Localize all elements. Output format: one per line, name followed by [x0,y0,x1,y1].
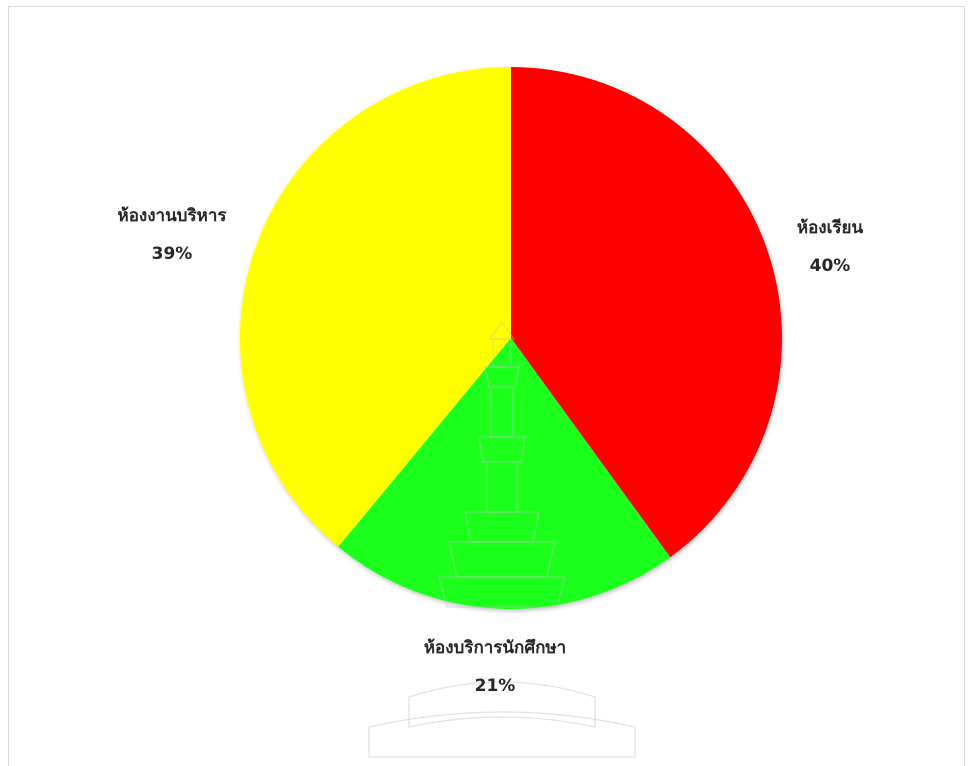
pie-slice-admin-office [240,66,511,547]
chart-area: ห้องเรียน 40% ห้องบริการนักศึกษา 21% ห้อ… [8,6,965,766]
pie-slice-student-service [338,338,671,609]
pie-slices [240,66,783,609]
slice-label-student-service: ห้องบริการนักศึกษา [424,638,566,658]
university-seal-watermark [368,320,636,758]
slice-value-classroom: 40% [810,256,851,276]
slice-value-admin-office: 39% [152,244,193,264]
slice-label-admin-office: ห้องงานบริหาร [118,206,228,226]
slice-value-student-service: 21% [475,676,516,696]
pie-slice-classroom [511,67,783,558]
data-labels: ห้องเรียน 40% ห้องบริการนักศึกษา 21% ห้อ… [118,206,864,696]
slice-label-classroom: ห้องเรียน [797,217,864,238]
pie-chart: ห้องเรียน 40% ห้องบริการนักศึกษา 21% ห้อ… [118,66,864,758]
